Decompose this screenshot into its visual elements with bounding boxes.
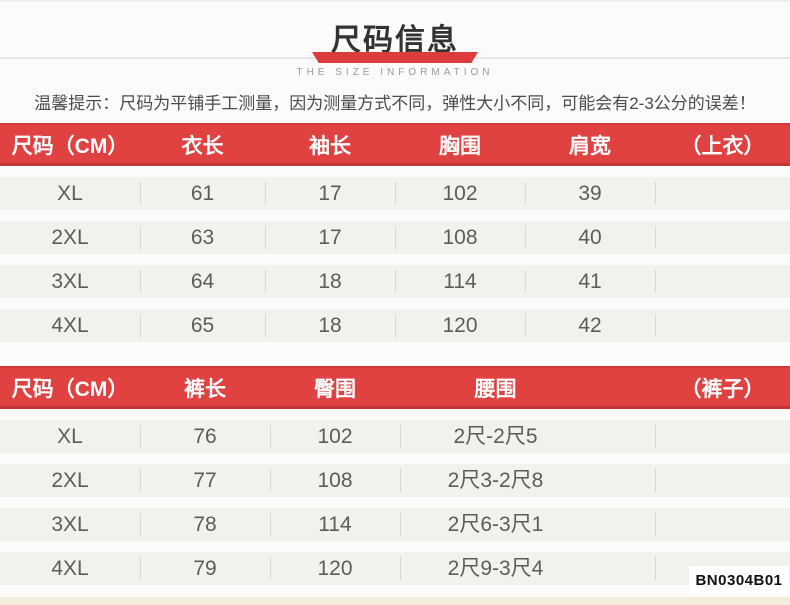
table-cell: 4XL — [51, 557, 89, 580]
table-cell — [655, 508, 790, 541]
column-header: 袖长 — [309, 135, 351, 158]
bottom-strip — [0, 597, 790, 605]
tops-table-header-row: 尺码（CM） 衣长 袖长 胸围 肩宽 （上衣） — [0, 123, 790, 166]
table-row: 2XL 63 17 108 40 — [0, 221, 790, 254]
column-header: 胸围 — [439, 135, 481, 158]
table-cell — [655, 221, 790, 254]
table-cell: XL — [57, 182, 83, 205]
table-row: 2XL 77 108 2尺3-2尺8 — [0, 464, 790, 497]
table-cell: 18 — [265, 265, 395, 298]
table-cell: 2尺9-3尺4 — [400, 552, 655, 585]
table-cell: 40 — [525, 221, 655, 254]
page-subtitle: THE SIZE INFORMATION — [296, 67, 494, 78]
table-row: 3XL 64 18 114 41 — [0, 265, 790, 298]
column-header: （裤子） — [680, 378, 765, 401]
table-cell: 120 — [270, 552, 400, 585]
table-cell: 2XL — [51, 226, 89, 249]
table-cell: XL — [57, 425, 83, 448]
table-cell: 2XL — [51, 469, 89, 492]
column-header: 肩宽 — [569, 135, 611, 158]
table-cell — [655, 464, 790, 497]
product-code-badge: BN0304B01 — [689, 566, 789, 595]
table-row: XL 76 102 2尺-2尺5 — [0, 420, 790, 453]
table-cell: 41 — [525, 265, 655, 298]
table-cell: 17 — [265, 221, 395, 254]
pants-table-body: XL 76 102 2尺-2尺5 2XL 77 108 2尺3-2尺8 3XL 78 114 2尺6-… — [0, 420, 790, 585]
table-cell: 4XL — [51, 314, 89, 337]
tops-table-body: XL 61 17 102 39 2XL 63 17 108 40 3XL 64 18 114 41 4XL 65… — [0, 177, 790, 342]
table-cell: 102 — [395, 177, 525, 210]
column-header: 裤长 — [184, 378, 226, 401]
column-header: 臀围 — [314, 378, 356, 401]
table-row: 4XL 79 120 2尺9-3尺4 — [0, 552, 790, 585]
table-cell: 2尺3-2尺8 — [400, 464, 655, 497]
table-cell: 114 — [395, 265, 525, 298]
table-cell: 3XL — [51, 270, 89, 293]
title-underline-ribbon — [312, 52, 478, 63]
page-title: 尺码信息 — [331, 24, 459, 57]
table-cell — [655, 420, 790, 453]
table-cell — [655, 177, 790, 210]
table-cell: 3XL — [51, 513, 89, 536]
table-cell: 64 — [140, 265, 265, 298]
table-cell: 17 — [265, 177, 395, 210]
title-decoration — [0, 52, 790, 64]
column-header: 衣长 — [181, 135, 224, 158]
table-cell: 108 — [395, 221, 525, 254]
table-cell: 77 — [140, 464, 270, 497]
table-cell — [655, 309, 790, 342]
table-cell: 63 — [140, 221, 265, 254]
table-cell: 2尺-2尺5 — [400, 420, 655, 453]
table-row: XL 61 17 102 39 — [0, 177, 790, 210]
table-cell — [655, 265, 790, 298]
table-cell: 61 — [140, 177, 265, 210]
table-cell: 2尺6-3尺1 — [400, 508, 655, 541]
measurement-tip: 温馨提示：尺码为平铺手工测量，因为测量方式不同，弹性大小不同，可能会有2-3公分… — [34, 94, 756, 113]
table-cell: 18 — [265, 309, 395, 342]
table-cell — [655, 552, 790, 585]
table-cell: 114 — [270, 508, 400, 541]
table-cell: 65 — [140, 309, 265, 342]
table-cell: 42 — [525, 309, 655, 342]
column-header: （上衣） — [680, 135, 765, 158]
table-cell: 76 — [140, 420, 270, 453]
tops-size-table: 尺码（CM） 衣长 袖长 胸围 肩宽 （上衣） XL 61 17 102 39 2XL 63 17 108… — [0, 123, 790, 342]
table-cell: 120 — [395, 309, 525, 342]
pants-table-header-row: 尺码（CM） 裤长 臀围 腰围 （裤子） — [0, 366, 790, 409]
pants-size-table: 尺码（CM） 裤长 臀围 腰围 （裤子） XL 76 102 2尺-2尺5 2XL 77 108 2尺… — [0, 366, 790, 585]
column-header: 尺码（CM） — [11, 378, 129, 401]
column-header: 腰围 — [474, 378, 517, 401]
table-cell: 108 — [270, 464, 400, 497]
table-cell: 79 — [140, 552, 270, 585]
column-header: 尺码（CM） — [11, 135, 129, 158]
table-cell: 39 — [525, 177, 655, 210]
table-cell: 102 — [270, 420, 400, 453]
table-row: 4XL 65 18 120 42 — [0, 309, 790, 342]
table-cell: 78 — [140, 508, 270, 541]
table-row: 3XL 78 114 2尺6-3尺1 — [0, 508, 790, 541]
